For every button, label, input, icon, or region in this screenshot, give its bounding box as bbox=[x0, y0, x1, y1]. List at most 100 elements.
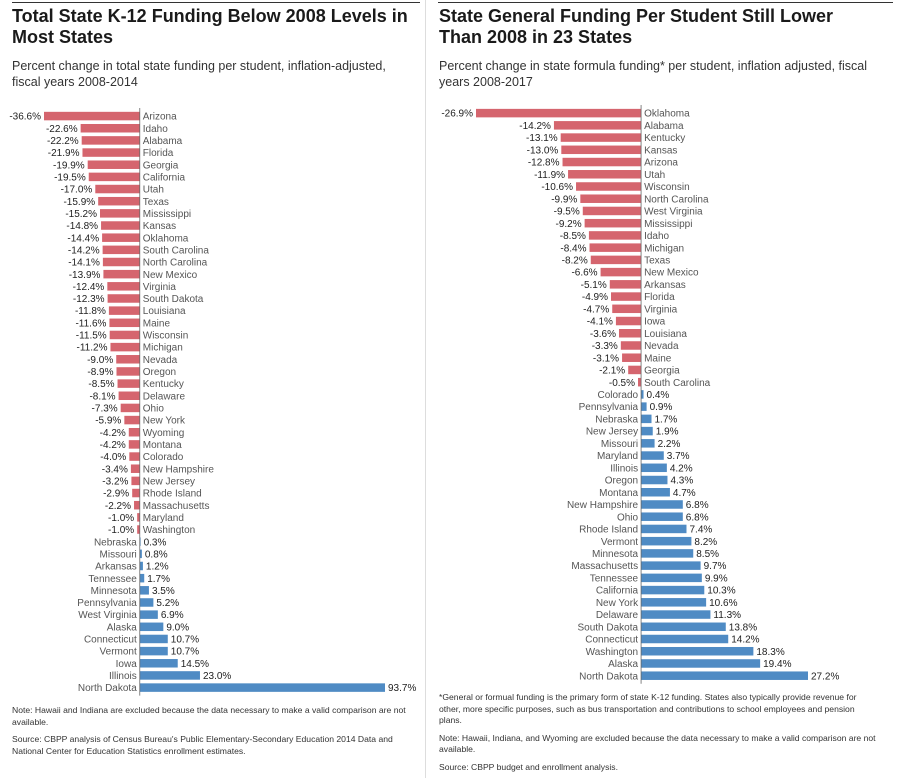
category-label: Nevada bbox=[644, 341, 679, 352]
value-label: 14.5% bbox=[181, 659, 209, 670]
category-label: South Carolina bbox=[644, 378, 711, 389]
bar-row: -17.0% Utah bbox=[61, 185, 164, 196]
bar-row: -8.2% Texas bbox=[562, 255, 671, 266]
right-source: Source: CBPP budget and enrollment analy… bbox=[439, 761, 618, 772]
category-label: Wisconsin bbox=[644, 182, 690, 193]
category-label: Maryland bbox=[143, 513, 184, 524]
bar bbox=[107, 294, 140, 303]
category-label: Georgia bbox=[644, 366, 680, 377]
bar bbox=[638, 377, 642, 387]
bar-row: -9.9% North Carolina bbox=[551, 194, 709, 205]
bar-row: -14.2% Alabama bbox=[519, 121, 684, 132]
bar bbox=[580, 194, 642, 203]
bar-row: -2.1% Georgia bbox=[599, 366, 680, 377]
left-chart-title: Total State K-12 Funding Below 2008 Leve… bbox=[12, 6, 408, 47]
bar bbox=[128, 427, 140, 437]
value-label: -8.2% bbox=[562, 255, 588, 266]
bar bbox=[80, 123, 140, 133]
value-label: -11.6% bbox=[75, 318, 106, 329]
category-label: New York bbox=[596, 598, 639, 609]
top-rule bbox=[438, 2, 893, 3]
bar bbox=[95, 184, 140, 194]
category-label: Texas bbox=[644, 255, 670, 266]
value-label: 2.2% bbox=[658, 439, 681, 450]
bar-row: 1.2% Arkansas bbox=[95, 562, 169, 573]
category-label: Virginia bbox=[644, 304, 678, 315]
right-chart-subtitle: Percent change in state formula funding*… bbox=[439, 59, 868, 89]
bar-row: -3.1% Maine bbox=[593, 353, 672, 364]
bar-row: -9.2% Mississippi bbox=[555, 219, 692, 230]
category-label: New Hampshire bbox=[567, 500, 639, 511]
bar bbox=[641, 561, 701, 570]
bar-row: -36.6% Arizona bbox=[9, 112, 177, 123]
value-label: 9.7% bbox=[704, 561, 727, 572]
category-label: Colorado bbox=[143, 452, 184, 463]
bar-row: -13.9% New Mexico bbox=[69, 270, 198, 281]
value-label: 10.7% bbox=[171, 647, 199, 658]
value-label: -2.9% bbox=[103, 489, 129, 500]
category-label: New Mexico bbox=[644, 268, 699, 279]
bar bbox=[130, 464, 140, 473]
value-label: 10.3% bbox=[707, 586, 735, 597]
category-label: Wisconsin bbox=[143, 331, 189, 342]
category-label: Utah bbox=[644, 170, 665, 181]
category-label: Pennsylvania bbox=[579, 402, 639, 413]
category-label: Nevada bbox=[143, 355, 178, 366]
bar bbox=[139, 573, 145, 583]
category-label: Alaska bbox=[107, 622, 137, 633]
category-label: Missouri bbox=[100, 549, 137, 560]
bar bbox=[628, 365, 642, 375]
bar-row: 4.2% Illinois bbox=[610, 463, 692, 474]
bar bbox=[576, 182, 642, 191]
bar bbox=[124, 415, 140, 425]
value-label: -19.5% bbox=[54, 172, 86, 183]
category-label: Connecticut bbox=[585, 635, 638, 646]
value-label: -15.9% bbox=[63, 197, 95, 208]
bar-row: -11.9% Utah bbox=[534, 170, 665, 181]
category-label: Virginia bbox=[143, 282, 177, 293]
bar bbox=[103, 269, 140, 279]
bar bbox=[641, 622, 726, 632]
category-label: Ohio bbox=[143, 404, 165, 415]
category-label: Vermont bbox=[601, 537, 638, 548]
bar-row: -5.1% Arkansas bbox=[581, 280, 686, 291]
category-label: Idaho bbox=[644, 231, 669, 242]
category-label: Massachusetts bbox=[571, 561, 638, 572]
bar-row: 3.5% Minnesota bbox=[91, 586, 175, 597]
bar bbox=[137, 513, 140, 522]
bar bbox=[611, 292, 642, 301]
category-label: North Dakota bbox=[579, 671, 638, 682]
category-label: New Hampshire bbox=[143, 464, 215, 475]
bar-row: -5.9% New York bbox=[95, 416, 186, 427]
bar-row: -11.6% Maine bbox=[75, 318, 170, 329]
category-label: California bbox=[596, 586, 639, 597]
value-label: -26.9% bbox=[441, 109, 473, 120]
bar bbox=[641, 659, 761, 668]
value-label: -4.7% bbox=[583, 304, 609, 315]
bar-row: -26.9% Oklahoma bbox=[441, 109, 690, 120]
value-label: -2.2% bbox=[105, 501, 131, 512]
bar-row: -8.9% Oregon bbox=[87, 367, 176, 378]
bar-row: 10.7% Connecticut bbox=[84, 635, 199, 646]
value-label: -8.5% bbox=[88, 379, 114, 390]
category-label: West Virginia bbox=[644, 207, 703, 218]
left-notes: Note: Hawaii and Indiana are excluded be… bbox=[12, 705, 417, 763]
bar bbox=[641, 402, 647, 411]
right-chart-panel: State General Funding Per Student Still … bbox=[427, 0, 900, 778]
bar bbox=[641, 598, 707, 607]
right-chart-title: State General Funding Per Student Still … bbox=[439, 6, 834, 47]
category-label: Colorado bbox=[597, 390, 638, 401]
value-label: -4.2% bbox=[100, 440, 126, 451]
value-label: -22.2% bbox=[47, 136, 79, 147]
bar-row: -13.0% Kansas bbox=[527, 145, 678, 156]
value-label: 93.7% bbox=[388, 683, 416, 694]
value-label: -4.9% bbox=[582, 292, 608, 303]
bar-row: 8.2% Vermont bbox=[601, 537, 717, 548]
bar bbox=[641, 585, 705, 595]
value-label: 11.3% bbox=[713, 610, 741, 621]
bar bbox=[641, 475, 668, 485]
bar bbox=[588, 231, 642, 240]
bar-row: -14.2% South Carolina bbox=[68, 245, 209, 256]
category-label: Massachusetts bbox=[143, 501, 210, 512]
value-label: 5.2% bbox=[156, 598, 179, 609]
